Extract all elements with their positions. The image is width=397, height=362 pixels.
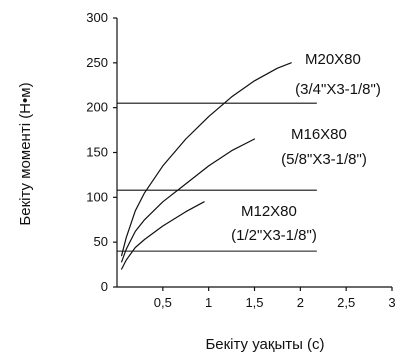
ticks-layer: 0 50 100 150 200 250 300 0,5 1 1,5 2 2,5 3 [86,10,395,310]
series-line-m20x80 [121,62,292,257]
series-layer [121,62,292,270]
series-label-m20x80: M20X80 [305,51,361,68]
series-sublabel-m16x80: (5/8"X3-1/8") [281,151,367,168]
y-tick-label-3: 150 [86,145,108,160]
x-tick-label-0: 0,5 [154,295,172,310]
series-sublabel-m12x80: (1/2"X3-1/8") [231,227,317,244]
y-axis-title: Бекіту моменті (Н•м) [17,82,34,225]
y-tick-label-5: 250 [86,55,108,70]
y-tick-label-4: 200 [86,100,108,115]
series-line-m12x80 [121,201,205,270]
series-label-m12x80: M12X80 [241,203,297,220]
x-tick-label-3: 2 [297,295,304,310]
series-line-m16x80 [121,138,256,263]
y-tick-label-1: 50 [94,234,108,249]
series-label-m16x80: M16X80 [291,126,347,143]
reference-lines [117,102,317,252]
series-sublabel-m20x80: (3/4"X3-1/8") [295,81,381,98]
x-axis-title: Бекіту уақыты (с) [205,336,324,353]
labels-layer: Бекіту уақыты (с) Бекіту моменті (Н•м) M… [17,51,381,353]
y-tick-label-6: 300 [86,10,108,25]
y-tick-label-0: 0 [101,279,108,294]
x-tick-label-4: 2,5 [337,295,355,310]
x-tick-label-1: 1 [205,295,212,310]
y-tick-label-2: 100 [86,189,108,204]
x-tick-label-5: 3 [388,295,395,310]
x-tick-label-2: 1,5 [245,295,263,310]
